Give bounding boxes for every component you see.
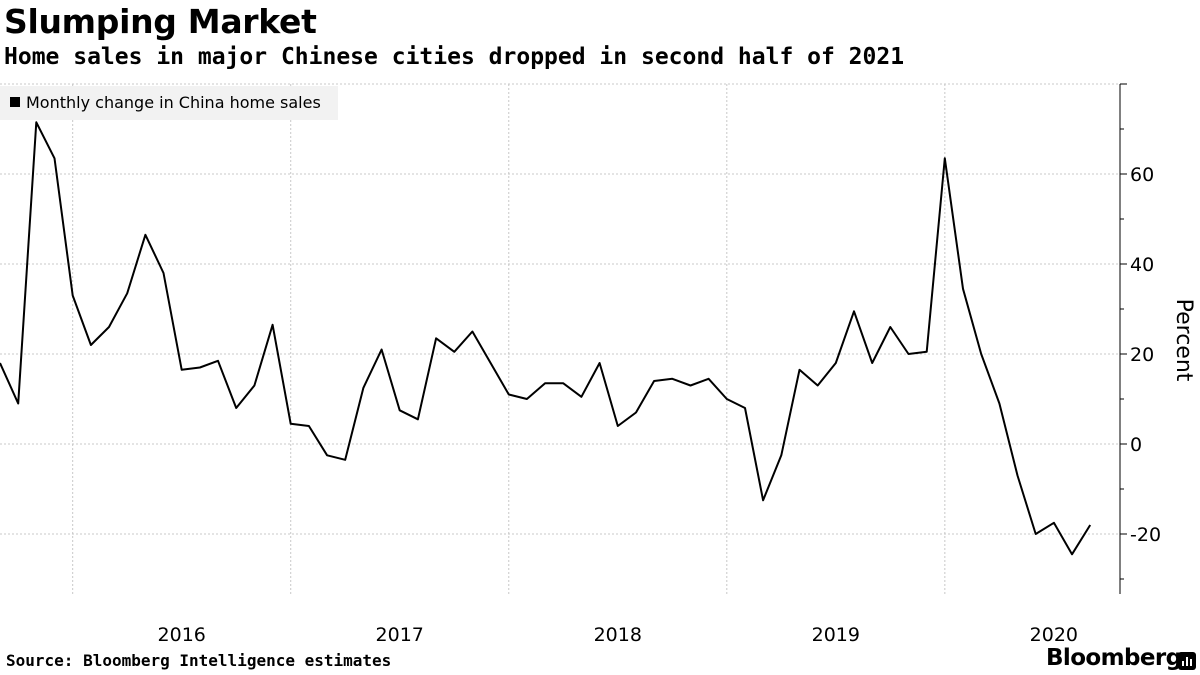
y-tick-label: 0	[1130, 434, 1142, 456]
x-tick-label-2017: 2017	[376, 624, 424, 646]
legend-label: Monthly change in China home sales	[26, 93, 321, 112]
legend-box	[0, 86, 338, 120]
bloomberg-logo: Bloomberg	[1046, 645, 1182, 671]
x-tick-label-2019: 2019	[812, 624, 860, 646]
legend-swatch	[10, 97, 20, 107]
chart-title: Slumping Market	[4, 2, 317, 41]
x-axis-labels: 201620172018201920202021	[158, 624, 1079, 646]
chart-subtitle: Home sales in major Chinese cities dropp…	[4, 44, 905, 70]
y-tick-label: -20	[1130, 524, 1161, 546]
y-tick-label: 60	[1130, 164, 1154, 186]
x-tick-label-2016: 2016	[158, 624, 206, 646]
bloomberg-terminal-icon	[1178, 652, 1196, 670]
y-tick-label: 40	[1130, 254, 1154, 276]
y-axis: -20 0 20 40 60	[1119, 83, 1161, 594]
y-axis-label: Percent	[1171, 299, 1196, 382]
x-tick-label-2018: 2018	[594, 624, 642, 646]
series-line-home-sales	[0, 121, 1092, 556]
x-tick-label-2020: 2020	[1030, 624, 1078, 646]
source-note: Source: Bloomberg Intelligence estimates	[6, 651, 392, 670]
y-tick-label: 20	[1130, 344, 1154, 366]
grid-lines	[0, 83, 1120, 594]
